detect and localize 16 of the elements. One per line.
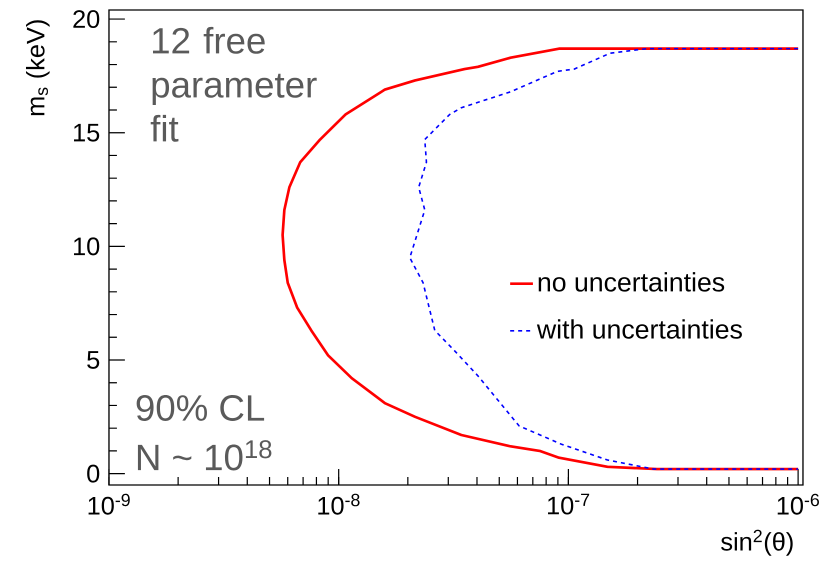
annotation: N ~ 10$^{18}$ <box>138 440 272 470</box>
y-tick-label: 0 <box>87 464 100 483</box>
y-tick-label: 20 <box>73 10 100 28</box>
x-tick-label: 10$^{-9}$ <box>88 494 130 515</box>
legend-label: with uncertainties <box>536 319 742 339</box>
y-axis-title: m$_{s}$ (keV) <box>26 20 50 116</box>
y-tick-label: 10 <box>74 237 100 256</box>
annotation: 90% CL <box>136 395 264 421</box>
y-tick-label: 15 <box>74 124 100 142</box>
x-axis-title: sin$^{2}$(θ) <box>721 530 793 556</box>
x-tick-label: 10$^{-8}$ <box>318 494 360 515</box>
x-tick-label: 10$^{-6}$ <box>778 494 819 515</box>
annotation: 12 free parameter fit <box>150 26 317 142</box>
legend-label: no uncertainties <box>538 272 724 292</box>
x-tick-label: 10$^{-7}$ <box>548 494 590 515</box>
y-tick-label: 5 <box>87 351 100 369</box>
